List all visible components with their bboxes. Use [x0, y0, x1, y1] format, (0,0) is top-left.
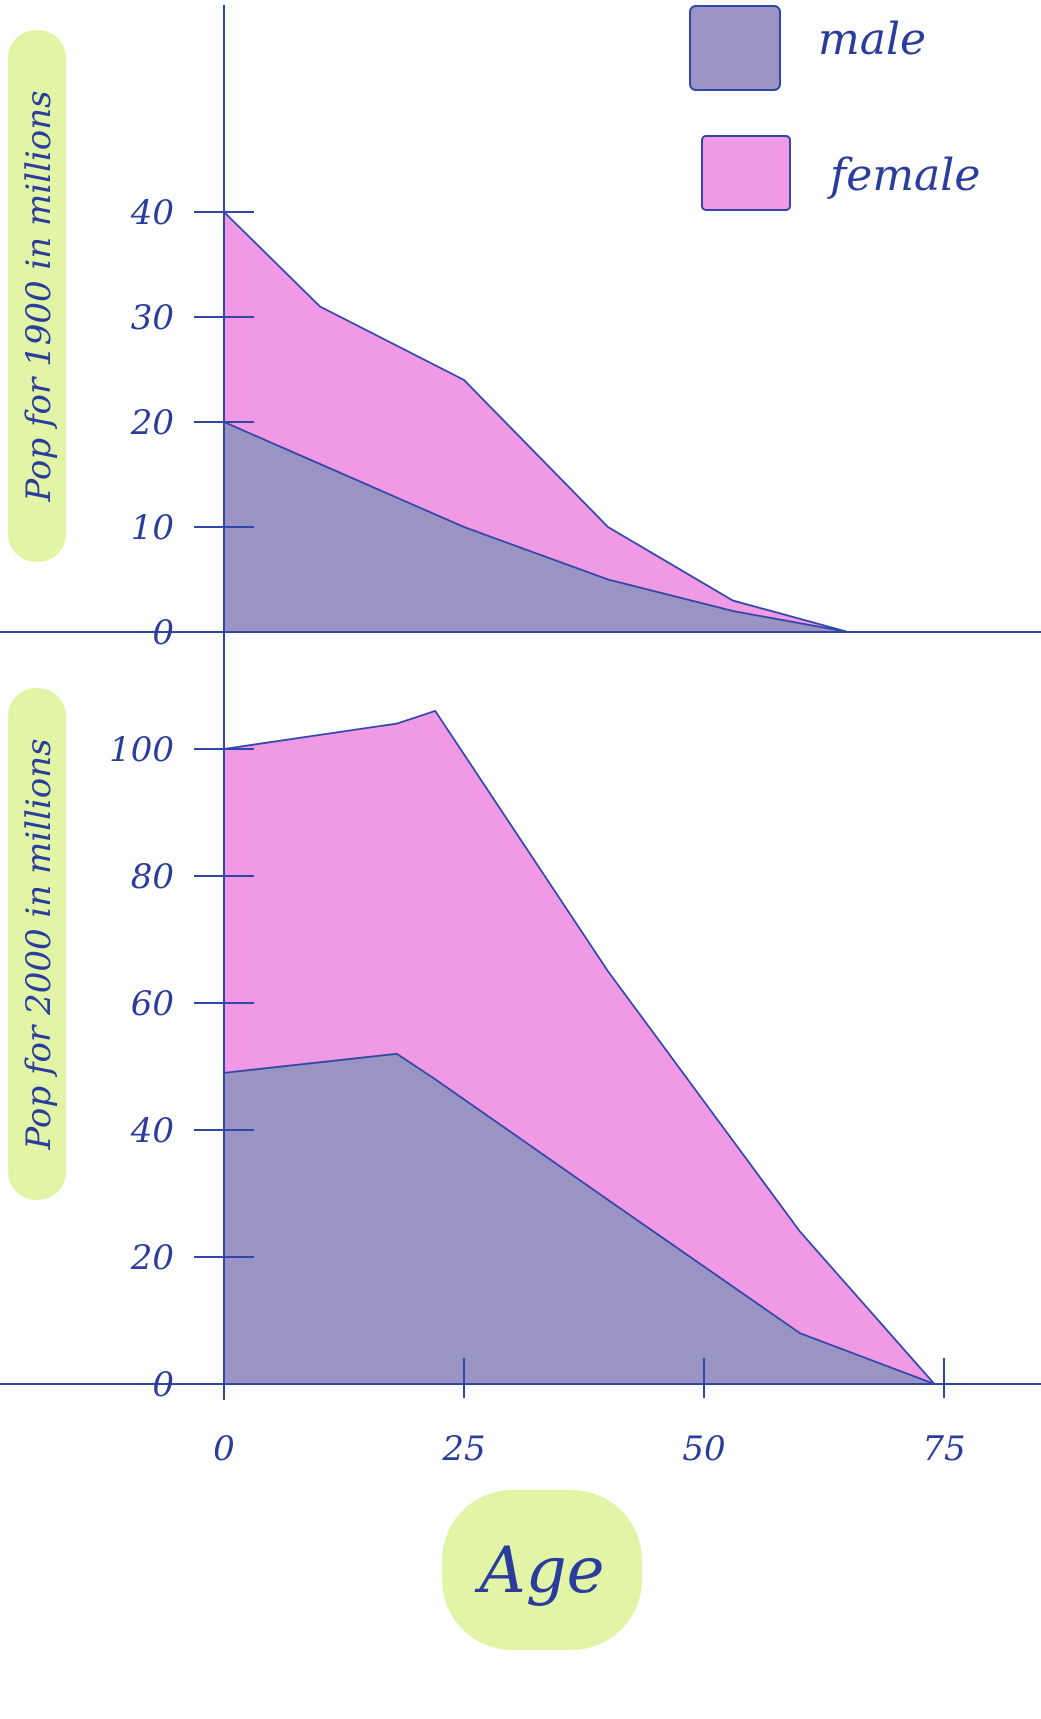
bottom-x-ticks: 0 25 50 75: [213, 1358, 966, 1469]
bottom-chart-areas: [223, 709, 936, 1385]
bottom-y-ticks: 0 20 40 60 80 100: [109, 730, 254, 1405]
legend-swatch-female: [701, 135, 791, 211]
x-axis-label: Age: [474, 1534, 604, 1608]
x-tick-label-75: 75: [922, 1429, 965, 1469]
bottom-y-tick-label-60: 60: [131, 984, 174, 1024]
top-y-tick-label-20: 20: [130, 403, 174, 443]
bottom-y-tick-label-80: 80: [131, 857, 174, 897]
legend-label-male: male: [818, 14, 926, 65]
x-tick-label-25: 25: [441, 1429, 485, 1469]
bottom-male-outline: [223, 1052, 935, 1385]
top-chart-areas: [223, 211, 849, 633]
top-y-tick-label-0: 0: [152, 613, 174, 653]
top-y-tick-label-30: 30: [131, 298, 174, 338]
bottom-y-tick-label-20: 20: [130, 1238, 174, 1278]
top-female-outline: [223, 211, 849, 633]
ylabel-highlight-bottom: [8, 688, 66, 1200]
bottom-male-area: [224, 1053, 935, 1384]
bottom-female-outline: [223, 709, 936, 1385]
top-y-axis-label: Pop for 1900 in millions: [19, 90, 59, 502]
xlabel-highlight: [442, 1490, 642, 1650]
x-tick-label-50: 50: [682, 1429, 725, 1469]
legend: male female: [689, 5, 980, 211]
top-male-area: [224, 422, 848, 632]
top-female-area: [224, 212, 848, 632]
top-y-tick-label-40: 40: [130, 193, 174, 233]
top-y-tick-label-10: 10: [131, 508, 174, 548]
top-y-ticks: 0 10 20 30 40: [130, 193, 254, 653]
ylabel-highlight-top: [8, 30, 66, 562]
legend-swatch-male: [689, 5, 781, 91]
top-male-outline: [223, 421, 849, 633]
bottom-y-tick-label-0: 0: [152, 1365, 174, 1405]
legend-label-female: female: [827, 150, 980, 201]
bottom-y-axis-label: Pop for 2000 in millions: [19, 738, 59, 1150]
bottom-y-tick-label-40: 40: [130, 1111, 174, 1151]
bottom-female-area: [224, 710, 935, 1384]
bottom-y-tick-label-100: 100: [109, 730, 174, 770]
x-tick-label-0: 0: [213, 1429, 235, 1469]
